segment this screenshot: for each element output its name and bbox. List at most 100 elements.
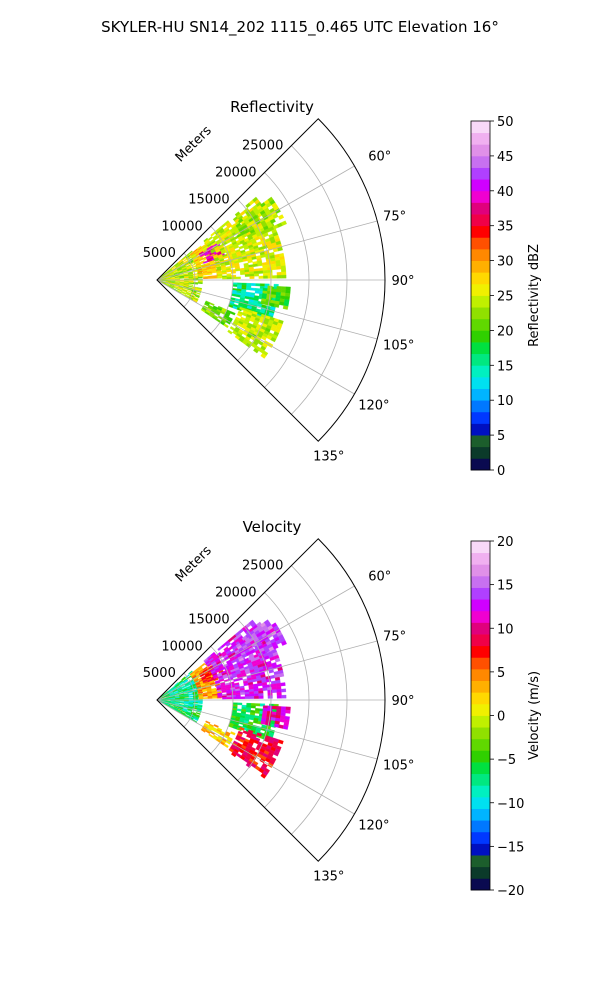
colorbar-label: Reflectivity dBZ [527, 244, 542, 347]
echo-cell [250, 703, 256, 707]
range-tick-label: 10000 [161, 639, 202, 654]
velocity-colorbar: −20 −15 −10 −5 0 5 10 15 20 Velocity (m/s) [470, 535, 542, 899]
echo-cell [258, 270, 264, 274]
echo-cell [207, 696, 213, 699]
echo-cell [223, 323, 229, 329]
colorbar-swatch [471, 680, 490, 693]
echo-cell [231, 696, 237, 700]
echo-cell [271, 266, 277, 271]
colorbar-swatch [471, 132, 490, 145]
colorbar-tick-label: −5 [497, 753, 516, 768]
colorbar-swatch [471, 785, 490, 798]
echo-cell [198, 697, 204, 699]
echo-cell [254, 290, 260, 294]
colorbar-tick-label: 10 [497, 394, 514, 409]
colorbar-tick-label: 15 [497, 359, 514, 374]
echo-cell [260, 283, 266, 287]
echo-cell [244, 274, 250, 277]
echo-cell [282, 725, 289, 730]
echo-cell [285, 709, 291, 714]
echo-cell [240, 272, 246, 275]
echo-cell [276, 685, 282, 690]
range-tick-label: 25000 [242, 139, 283, 154]
echo-cell [285, 706, 291, 711]
echo-cell [278, 214, 285, 220]
azimuth-gridline [156, 165, 355, 281]
echo-cell [240, 692, 246, 695]
echo-cell [232, 284, 238, 287]
colorbar-swatch [471, 750, 490, 763]
colorbar-swatch [471, 866, 490, 879]
echo-cell [253, 347, 259, 354]
range-tick-label: 25000 [242, 559, 283, 574]
colorbar-swatch [471, 248, 490, 261]
colorbar-swatch [471, 342, 490, 355]
colorbar-swatch [471, 668, 490, 681]
echo-cell [249, 273, 255, 277]
azimuth-gridline [156, 585, 355, 701]
echo-cell [276, 706, 282, 710]
echo-cell [249, 691, 255, 695]
echo-cell [281, 694, 287, 699]
echo-cell [270, 717, 276, 722]
echo-cell [179, 700, 185, 702]
colorbar-tick-label: 0 [497, 464, 505, 479]
echo-cell [170, 278, 176, 280]
echo-cell [217, 695, 223, 698]
echo-cell [255, 283, 261, 287]
echo-cell [258, 693, 264, 697]
echo-cell [258, 695, 264, 699]
colorbar-swatch [471, 738, 490, 751]
colorbar-tick-label: 45 [497, 150, 514, 165]
colorbar-swatch [471, 225, 490, 238]
colorbar-swatch [471, 796, 490, 809]
echo-cell [235, 268, 241, 272]
echo-cell [193, 282, 199, 285]
colorbar-swatch [471, 400, 490, 413]
colorbar-tick-label: 25 [497, 290, 514, 305]
colorbar-swatch [471, 541, 490, 554]
echo-cell [231, 274, 237, 278]
echo-cell [185, 674, 190, 679]
azimuth-gridline [156, 279, 378, 340]
azimuth-tick-label: 60° [368, 570, 391, 585]
echo-cell [267, 705, 273, 710]
azimuth-tick-label: 75° [383, 630, 406, 645]
echo-cell [263, 272, 269, 277]
echo-cell [240, 696, 246, 699]
echo-cell [281, 688, 287, 693]
echo-cell [227, 329, 233, 335]
echo-cell [250, 283, 256, 287]
echo-cell [257, 682, 263, 687]
azimuth-gridline [156, 279, 355, 395]
echo-cell [217, 275, 223, 278]
echo-cell [267, 272, 273, 276]
echo-cell [197, 282, 203, 284]
colorbar-swatch [471, 272, 490, 285]
echo-cell [274, 657, 281, 663]
velocity-panel: Velocity 5000 10000 15000 20000 25000 Meters 60… [143, 518, 542, 899]
colorbar-swatch [471, 155, 490, 168]
colorbar-swatch [471, 179, 490, 192]
echo-cell [281, 706, 287, 711]
colorbar-swatch [471, 144, 490, 157]
echo-cell [183, 679, 189, 684]
colorbar-tick-label: 30 [497, 255, 514, 270]
echo-cell [269, 218, 276, 224]
colorbar-swatch [471, 634, 490, 647]
echo-cell [280, 220, 287, 226]
colorbar-swatch [471, 318, 490, 331]
echo-cell [247, 655, 254, 661]
echo-cell [230, 311, 236, 316]
echo-cell [235, 276, 241, 280]
echo-cell [245, 287, 252, 291]
echo-cell [255, 703, 261, 707]
echo-cell [277, 246, 283, 252]
echo-cell [170, 280, 176, 282]
echo-cell [230, 271, 236, 274]
echo-cell [258, 275, 264, 279]
azimuth-tick-label: 90° [392, 274, 415, 289]
echo-cell [276, 286, 282, 290]
echo-cell [271, 294, 277, 299]
